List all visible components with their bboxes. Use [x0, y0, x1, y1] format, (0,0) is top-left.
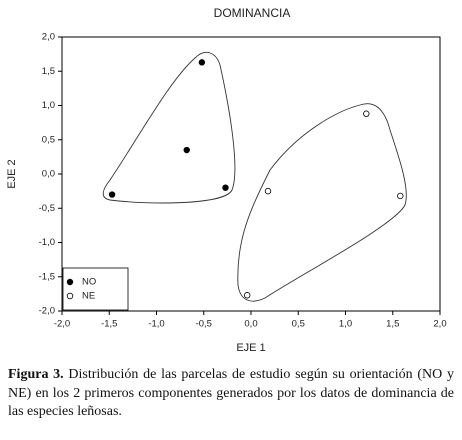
legend-marker [66, 278, 74, 286]
caption: Figura 3. Distribución de las parcelas d… [8, 366, 454, 422]
point [264, 187, 272, 195]
x-tick-label: 1,5 [386, 319, 399, 330]
x-tick-label: 0,5 [292, 319, 305, 330]
caption-text: Distribución de las parcelas de estudio … [8, 367, 454, 419]
y-tick-label: 0,5 [42, 134, 55, 145]
legend-box [62, 267, 129, 311]
point [222, 184, 229, 191]
x-tick-label: -1,5 [101, 319, 117, 330]
legend-marker [66, 292, 74, 300]
y-tick-label: -1,0 [39, 237, 55, 248]
y-tick-label: -2,0 [39, 306, 55, 317]
chart: DOMINANCIA EJE 1 EJE 2 -2,0 -1,5 -1,0 -0,5 0… [6, 6, 447, 354]
x-tick-label: 2,0 [433, 319, 446, 330]
y-tick-label: 2,0 [42, 32, 55, 43]
x-tick-label: 0,0 [244, 319, 257, 330]
y-tick-label: -0,5 [39, 203, 55, 214]
chart-title: DOMINANCIA [214, 6, 291, 20]
point [108, 191, 116, 198]
point [244, 292, 251, 299]
y-tick-label: 1,5 [42, 66, 55, 77]
y-tick-label: 0,0 [42, 169, 55, 180]
point [397, 192, 404, 200]
y-tick-label: 1,0 [42, 100, 55, 111]
point [363, 110, 370, 117]
legend-label: NE [82, 291, 95, 302]
hull-ne [237, 103, 407, 302]
x-tick-label: -2,0 [54, 319, 70, 330]
point [183, 146, 190, 154]
x-tick-label: -1,0 [148, 319, 164, 330]
caption-label: Figura 3. [8, 367, 64, 382]
y-tick-label: -1,5 [39, 271, 55, 282]
legend-label: NO [82, 277, 96, 288]
x-tick-label: 1,0 [339, 319, 352, 330]
x-axis-label: EJE 1 [236, 342, 265, 354]
point [198, 59, 206, 66]
hull-no [102, 51, 236, 204]
y-axis-label: EJE 2 [6, 159, 18, 188]
x-tick-label: -0,5 [196, 319, 212, 330]
